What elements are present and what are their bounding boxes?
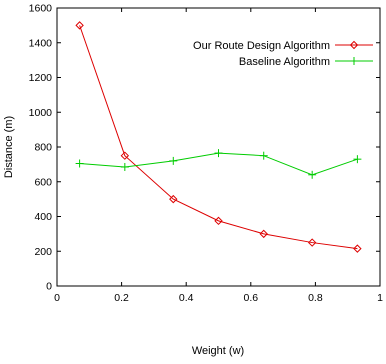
x-tick-label: 0.6 <box>243 292 258 304</box>
x-tick-label: 0.4 <box>179 292 194 304</box>
legend-label: Our Route Design Algorithm <box>193 40 330 52</box>
axis-ticks: 0 200 400 600 800 1000 1200 1400 1600 0 0.2 0.4 0.6 0… <box>29 3 383 305</box>
data-point <box>353 244 362 253</box>
y-tick-label: 1000 <box>29 107 53 119</box>
legend-item: Baseline Algorithm <box>239 56 373 68</box>
series-2 <box>75 149 362 179</box>
data-point <box>259 151 268 160</box>
x-axis-title: Weight (w) <box>192 345 244 357</box>
y-tick-label: 0 <box>46 281 52 293</box>
legend-item: Our Route Design Algorithm <box>193 40 373 52</box>
legend: Our Route Design Algorithm Baseline Algor… <box>193 40 373 68</box>
y-axis-title: Distance (m) <box>3 116 15 178</box>
x-tick-label: 0.8 <box>308 292 323 304</box>
x-tick-label: 0 <box>54 292 60 304</box>
data-point <box>308 170 317 179</box>
series-layer <box>75 21 362 253</box>
data-point <box>75 21 84 30</box>
y-tick-label: 1600 <box>29 3 53 15</box>
data-point <box>169 156 178 165</box>
data-point <box>75 159 84 168</box>
data-point <box>120 151 130 160</box>
data-point <box>259 229 268 239</box>
legend-label: Baseline Algorithm <box>239 56 330 68</box>
data-point <box>214 216 223 226</box>
y-tick-label: 200 <box>34 246 52 258</box>
y-tick-label: 400 <box>34 211 52 223</box>
y-tick-label: 600 <box>34 176 52 188</box>
legend-marker <box>350 57 358 65</box>
data-point <box>307 238 317 247</box>
data-point <box>353 155 362 164</box>
y-tick-label: 1200 <box>29 72 53 84</box>
y-tick-label: 800 <box>34 142 52 154</box>
y-tick-label: 1400 <box>29 37 53 49</box>
x-tick-label: 0.2 <box>114 292 129 304</box>
data-point <box>169 194 178 204</box>
data-point <box>214 149 223 158</box>
series-1 <box>75 21 362 253</box>
data-point <box>120 162 129 171</box>
legend-marker <box>349 40 359 50</box>
x-tick-label: 1 <box>377 292 383 304</box>
series-line <box>79 25 358 250</box>
